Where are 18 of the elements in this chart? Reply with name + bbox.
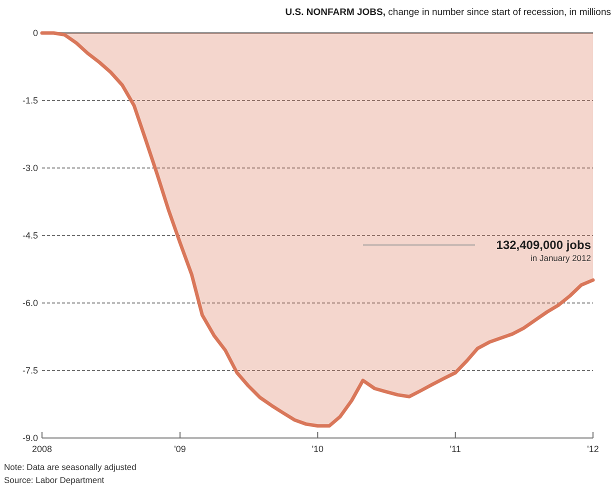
chart-title: U.S. NONFARM JOBS, xyxy=(285,7,386,18)
source-note: Source: Labor Department xyxy=(4,475,105,485)
y-tick-label: -9.0 xyxy=(22,433,38,444)
annotation: 132,409,000 jobs xyxy=(496,238,592,252)
y-tick-label: -1.5 xyxy=(22,96,38,106)
x-tick-label: '09 xyxy=(174,444,186,454)
x-tick-label: '11 xyxy=(450,444,461,454)
x-tick-label: 2008 xyxy=(32,444,52,454)
y-tick-label: 0 xyxy=(32,28,38,38)
annotation: in January 2012 xyxy=(530,253,592,264)
y-tick-label: -7.5 xyxy=(22,366,38,376)
x-tick-label: '10 xyxy=(312,444,324,454)
text: Note: Data are seasonally adjusted xyxy=(4,462,137,472)
y-tick-label: -3.0 xyxy=(22,163,38,174)
x-tick-label: '12 xyxy=(587,444,599,454)
y-tick-label: -6.0 xyxy=(22,298,38,308)
y-tick-label: -4.5 xyxy=(22,230,38,241)
chart-subtitle: change in number since start of recession, in millions xyxy=(386,7,612,18)
